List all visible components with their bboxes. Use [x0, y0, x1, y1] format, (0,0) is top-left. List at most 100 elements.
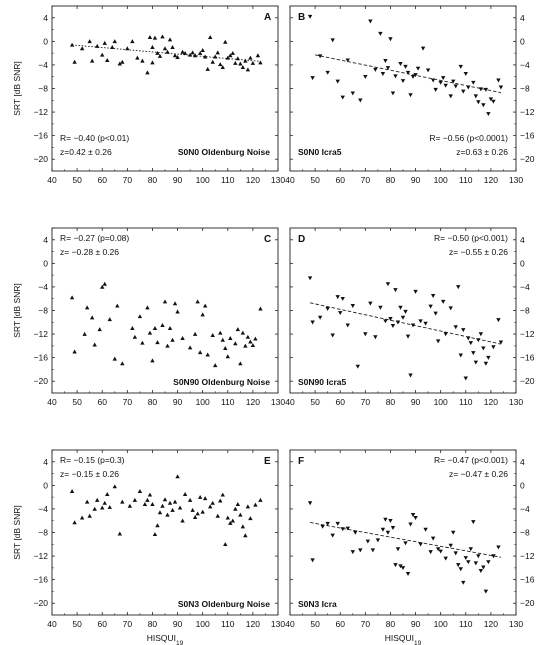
x-tick-label: 60 — [335, 175, 345, 185]
y-tick-label: 4 — [520, 13, 525, 23]
data-point — [307, 14, 313, 19]
data-point — [243, 343, 248, 348]
data-point — [155, 50, 160, 55]
data-point — [233, 341, 238, 346]
x-tick-label: 120 — [246, 619, 260, 629]
y-tick-label: −8 — [520, 528, 530, 538]
data-point — [365, 539, 371, 544]
data-point — [192, 514, 198, 519]
x-axis-label-subscript: 19 — [176, 640, 184, 645]
x-tick-label: 130 — [509, 619, 523, 629]
x-tick-label: 50 — [72, 619, 82, 629]
data-point — [463, 556, 468, 561]
data-point — [443, 332, 448, 337]
data-point — [478, 332, 484, 337]
data-point — [230, 518, 235, 523]
x-tick-label: 100 — [434, 619, 448, 629]
data-point — [228, 520, 233, 525]
data-point — [473, 360, 479, 365]
data-point — [385, 66, 391, 71]
data-point — [127, 503, 133, 508]
data-point — [385, 282, 391, 287]
data-point — [223, 346, 228, 350]
data-point — [438, 549, 443, 554]
data-point — [403, 64, 408, 69]
y-tick-label: 4 — [43, 13, 48, 23]
data-point — [84, 305, 90, 310]
data-point — [145, 497, 150, 502]
data-point — [350, 91, 355, 96]
data-point — [395, 320, 401, 325]
data-point — [167, 325, 173, 330]
data-point — [496, 78, 501, 83]
x-tick-label: 110 — [459, 397, 473, 407]
panel-letter: B — [298, 12, 305, 23]
data-point — [137, 489, 143, 494]
panel-c: 40 50 60 70 80 90 100 110 120 13040−4−8−12−16−20S… — [12, 227, 285, 407]
data-point — [345, 526, 350, 531]
data-point — [150, 45, 155, 50]
data-point — [453, 325, 458, 330]
y-tick-label: 0 — [520, 36, 525, 46]
data-point — [197, 494, 203, 499]
data-point — [408, 522, 413, 527]
x-tick-label: 120 — [484, 175, 498, 185]
data-point — [72, 59, 77, 64]
data-point — [440, 299, 446, 304]
data-point — [220, 65, 225, 70]
data-point — [82, 331, 87, 336]
data-point — [233, 60, 238, 65]
y-tick-label: 4 — [43, 235, 48, 245]
data-point — [408, 373, 413, 378]
x-tick-label: 90 — [411, 175, 421, 185]
data-point — [410, 323, 416, 328]
x-tick-label: 70 — [123, 619, 133, 629]
data-point — [120, 361, 125, 366]
data-point — [461, 89, 466, 94]
x-tick-label: 100 — [434, 397, 448, 407]
data-point — [187, 497, 193, 502]
data-point — [157, 510, 163, 515]
data-point — [425, 68, 431, 73]
data-point — [418, 542, 423, 547]
x-tick-label: 100 — [434, 175, 448, 185]
data-point — [107, 317, 112, 322]
x-tick-label: 80 — [148, 397, 158, 407]
data-point — [228, 335, 233, 340]
data-point — [250, 60, 256, 65]
data-point — [215, 513, 220, 518]
data-point — [258, 60, 263, 65]
y-tick-label: 0 — [520, 258, 525, 268]
x-tick-label: 60 — [335, 397, 345, 407]
x-tick-label: 70 — [123, 397, 133, 407]
data-point — [350, 550, 355, 555]
data-point — [403, 309, 408, 314]
data-point — [192, 331, 198, 336]
data-point — [225, 55, 230, 60]
data-point — [105, 58, 110, 62]
x-tick-label: 90 — [173, 397, 183, 407]
data-point — [218, 498, 223, 503]
y-tick-label: −4 — [38, 60, 48, 70]
y-tick-label: −12 — [520, 107, 535, 117]
data-point — [380, 72, 386, 76]
data-point — [438, 80, 443, 85]
data-point — [170, 45, 175, 50]
data-point — [220, 492, 225, 497]
data-point — [418, 319, 423, 324]
data-point — [310, 558, 315, 563]
data-point — [458, 353, 463, 358]
y-tick-label: −8 — [520, 306, 530, 316]
data-point — [155, 340, 160, 345]
x-tick-label: 40 — [47, 619, 57, 629]
data-point — [330, 38, 335, 43]
data-point — [395, 547, 401, 552]
data-point — [182, 50, 188, 55]
y-tick-label: −16 — [520, 353, 535, 363]
x-tick-label: 70 — [361, 175, 371, 185]
x-tick-label: 40 — [47, 397, 57, 407]
data-point — [355, 364, 360, 369]
data-point — [405, 334, 411, 339]
data-point — [496, 318, 501, 323]
x-tick-label: 120 — [246, 175, 260, 185]
